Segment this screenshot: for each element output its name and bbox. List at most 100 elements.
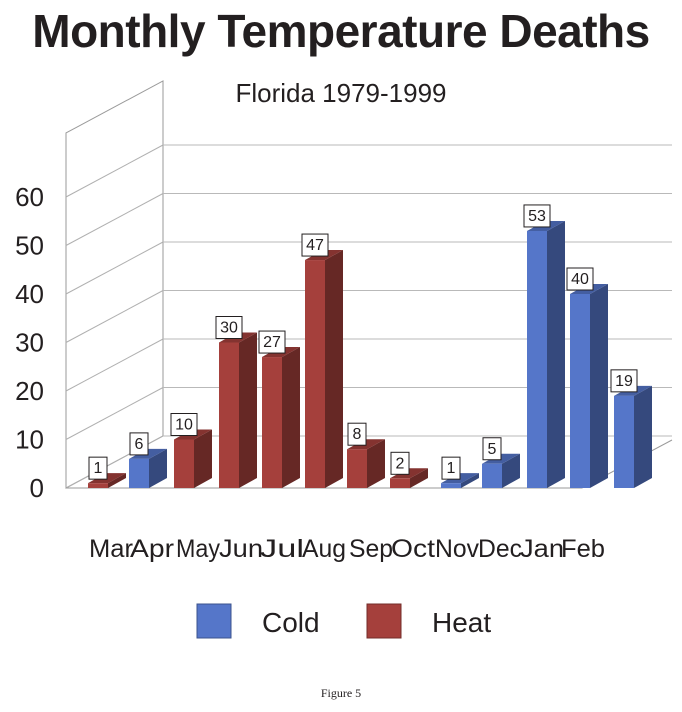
bar-front: [305, 260, 325, 488]
data-label: 1: [94, 460, 103, 477]
legend-label-heat: Heat: [432, 607, 491, 638]
bar-heat-jul: 27: [258, 330, 300, 488]
data-label-box: [129, 432, 149, 456]
x-tick-label: Mar: [89, 535, 133, 563]
bar-side: [325, 250, 343, 488]
bar-heat-aug: 47: [301, 233, 343, 488]
gridline-side: [65, 387, 164, 440]
x-tick-label: Nov: [435, 535, 479, 563]
bar-heat-may: 10: [170, 413, 212, 488]
legend-swatch-heat: [366, 603, 402, 639]
bar-side: [367, 439, 385, 488]
bar-side: [149, 448, 167, 488]
bar-front: [390, 478, 410, 488]
gridline-side: [65, 290, 164, 343]
data-label: 19: [615, 373, 633, 390]
bar-side: [461, 473, 479, 488]
bar-side: [502, 453, 520, 488]
bar-side: [194, 429, 212, 488]
x-tick-label: Dec: [478, 535, 522, 563]
bar-front: [129, 458, 149, 488]
bar-side: [634, 385, 652, 488]
y-tick-label: 30: [15, 328, 44, 358]
y-tick-label: 20: [15, 376, 44, 406]
data-label-box: [170, 413, 198, 436]
data-label-box: [566, 267, 594, 291]
data-label: 10: [175, 417, 193, 434]
bar-front: [219, 342, 239, 488]
bar-side: [547, 220, 565, 488]
data-label: 8: [353, 426, 362, 443]
data-label: 2: [396, 455, 405, 472]
data-label: 53: [528, 208, 546, 225]
figure-caption: Figure 5: [320, 686, 362, 700]
data-label-box: [215, 316, 243, 339]
bar-front: [262, 357, 282, 488]
data-label-box: [610, 369, 638, 393]
bar-front: [441, 483, 461, 488]
x-tick-label: Oct: [391, 535, 435, 563]
data-label: 40: [571, 271, 589, 288]
chart-subtitle: Florida 1979-1999: [235, 78, 447, 108]
bar-cold-apr: 6: [129, 432, 167, 488]
y-tick-label: 60: [15, 182, 44, 212]
bar-front: [614, 395, 634, 488]
y-tick-label: 10: [15, 425, 44, 455]
bar-front: [570, 294, 590, 488]
x-tick-label: Apr: [130, 535, 174, 563]
data-label-box: [441, 456, 461, 480]
bar-heat-oct: 2: [390, 451, 428, 488]
chart-title: Monthly Temperature Deaths: [32, 5, 650, 57]
data-label: 5: [488, 441, 497, 458]
gridline-side: [65, 338, 164, 392]
data-label: 27: [263, 334, 281, 351]
x-tick-label: Jul: [260, 535, 304, 563]
bar-side: [108, 473, 126, 488]
data-label: 30: [220, 320, 238, 337]
bar-side: [590, 284, 608, 488]
bar-cold-nov: 1: [441, 456, 479, 488]
data-label-box: [258, 330, 286, 354]
x-tick-label: Jun: [219, 535, 263, 563]
bar-front: [527, 230, 547, 488]
legend-swatch-cold: [196, 603, 232, 639]
bar-cold-jan: 53: [523, 204, 565, 488]
gridline-side: [65, 193, 164, 246]
data-label: 6: [135, 436, 144, 453]
data-label-box: [301, 233, 329, 257]
bar-side: [282, 347, 300, 488]
y-tick-label: 40: [15, 279, 44, 309]
x-tick-label: Jan: [520, 535, 564, 563]
x-tick-label: Aug: [302, 535, 346, 563]
data-label-box: [347, 422, 367, 446]
bar-heat-sep: 8: [347, 422, 385, 488]
gridline-side: [65, 144, 164, 198]
bar-cold-dec: 5: [482, 437, 520, 488]
data-label-box: [88, 456, 108, 480]
bar-front: [347, 449, 367, 488]
data-label-box: [390, 451, 410, 475]
x-tick-label: May: [176, 535, 220, 563]
legend: Cold Heat: [196, 603, 491, 639]
bar-front: [174, 439, 194, 488]
bar-cold-feb: 40: [566, 267, 608, 488]
bars: 1 6 10 30 27 47 8 2 1 5 53 40 19: [88, 204, 652, 488]
bar-front: [88, 483, 108, 488]
y-axis-ticks: 0 10 20 30 40 50 60: [15, 182, 44, 503]
x-tick-label: Feb: [561, 535, 605, 563]
data-label-box: [482, 437, 502, 461]
side-wall: [65, 80, 164, 489]
bar-heat-mar: 1: [88, 456, 126, 488]
x-tick-label: Sep: [349, 535, 393, 563]
bar-front: [482, 463, 502, 488]
y-tick-label: 0: [30, 473, 44, 503]
bar-side: [410, 468, 428, 488]
bar-cold-feb: 19: [610, 369, 652, 488]
data-label: 1: [447, 460, 456, 477]
bar-heat-jun: 30: [215, 316, 257, 488]
data-label-box: [523, 204, 551, 228]
gridline-side: [65, 241, 164, 295]
bar-side: [239, 332, 257, 488]
